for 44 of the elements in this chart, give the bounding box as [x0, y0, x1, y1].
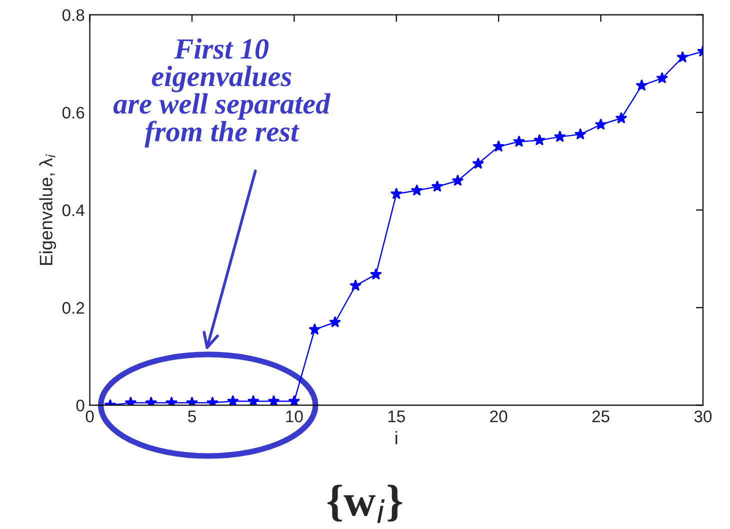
point: [656, 72, 668, 84]
point: [472, 157, 484, 169]
x-axis-title: i: [396, 431, 398, 444]
point: [431, 180, 444, 192]
point: [513, 135, 526, 147]
point: [594, 118, 607, 130]
x-tick-label: 0: [86, 410, 94, 422]
point: [676, 51, 689, 62]
point: [390, 188, 402, 200]
text: {w$_{i}$}: [328, 484, 402, 523]
point: [615, 112, 628, 124]
x-tick-label: 10: [286, 410, 303, 422]
point: [247, 395, 260, 406]
annotation: First 10 eigenvalues are well separated from the rest: [113, 38, 331, 148]
point: [554, 130, 566, 142]
y-tick-label: 0: [76, 400, 84, 412]
x-tick-label: 30: [694, 410, 712, 422]
x-tick-label: 25: [592, 410, 610, 422]
y-tick-label: 0.2: [62, 302, 84, 314]
x-tick-label: 5: [188, 410, 196, 422]
point: [145, 396, 158, 406]
point: [308, 323, 321, 335]
point: [492, 140, 505, 152]
y-axis-title: Eigenvalue, λ$_{i}$: [39, 154, 56, 265]
point: [350, 279, 362, 291]
point: [288, 395, 300, 406]
y-tick-label: 0.8: [62, 9, 84, 22]
point: [636, 79, 648, 91]
point: [226, 395, 239, 406]
x-tick-label: 15: [388, 410, 405, 422]
point: [268, 395, 280, 406]
x-tick-label: 20: [490, 410, 508, 422]
y-tick-label: 0.6: [62, 106, 84, 119]
point: [574, 128, 586, 140]
point: [166, 396, 178, 406]
point: [186, 396, 198, 406]
point: [329, 316, 342, 328]
point: [410, 184, 423, 196]
point: [370, 268, 382, 280]
point: [206, 396, 218, 406]
point: [533, 134, 546, 146]
y-tick-label: 0.4: [62, 204, 84, 216]
point: [452, 174, 464, 186]
point: [124, 396, 137, 406]
